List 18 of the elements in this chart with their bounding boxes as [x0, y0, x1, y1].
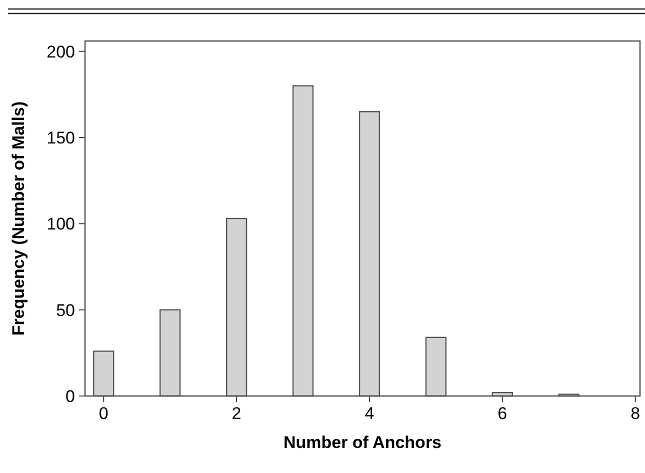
x-tick-label: 6 [498, 404, 508, 423]
x-tick-label: 8 [630, 404, 640, 423]
bar [93, 350, 114, 397]
x-tick-label: 2 [232, 404, 242, 423]
x-tick-label: 4 [364, 404, 374, 423]
x-axis-title: Number of Anchors [283, 433, 442, 452]
bar [425, 336, 447, 397]
y-tick-label: 200 [46, 42, 75, 62]
bar [292, 85, 314, 397]
y-tick-label: 150 [46, 128, 75, 148]
y-axis-title: Frequency (Number of Malls) [9, 101, 28, 336]
y-tick-label: 100 [46, 214, 75, 234]
x-tick-label: 0 [98, 404, 108, 423]
y-tick-label: 0 [66, 387, 75, 406]
y-tick-label: 50 [56, 300, 75, 320]
bar [358, 111, 380, 397]
bar [160, 309, 181, 397]
bar [226, 218, 248, 397]
